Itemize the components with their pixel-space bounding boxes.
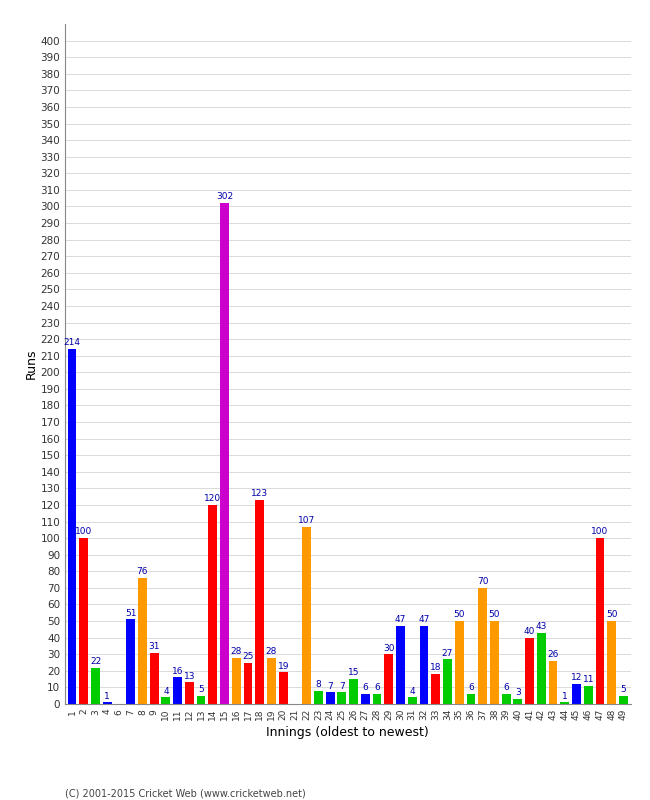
X-axis label: Innings (oldest to newest): Innings (oldest to newest) — [266, 726, 429, 739]
Text: 25: 25 — [242, 652, 254, 661]
Bar — [514, 699, 522, 704]
Bar — [91, 667, 100, 704]
Text: 22: 22 — [90, 657, 101, 666]
Bar — [79, 538, 88, 704]
Bar — [560, 702, 569, 704]
Text: (C) 2001-2015 Cricket Web (www.cricketweb.net): (C) 2001-2015 Cricket Web (www.cricketwe… — [65, 788, 306, 798]
Text: 3: 3 — [515, 688, 521, 698]
Text: 15: 15 — [348, 669, 359, 678]
Text: 100: 100 — [592, 527, 608, 537]
Bar — [220, 203, 229, 704]
Text: 6: 6 — [468, 683, 474, 692]
Bar — [584, 686, 593, 704]
Bar — [150, 653, 159, 704]
Bar — [314, 690, 323, 704]
Bar — [502, 694, 510, 704]
Text: 8: 8 — [315, 680, 321, 689]
Text: 40: 40 — [524, 627, 536, 636]
Text: 16: 16 — [172, 667, 183, 676]
Text: 107: 107 — [298, 516, 315, 525]
Bar — [68, 349, 77, 704]
Bar — [478, 588, 487, 704]
Text: 120: 120 — [204, 494, 222, 503]
Text: 18: 18 — [430, 663, 441, 673]
Text: 50: 50 — [606, 610, 618, 619]
Text: 5: 5 — [198, 685, 204, 694]
Bar — [467, 694, 475, 704]
Text: 12: 12 — [571, 674, 582, 682]
Bar — [337, 692, 346, 704]
Bar — [185, 682, 194, 704]
Text: 30: 30 — [383, 643, 395, 653]
Text: 28: 28 — [231, 647, 242, 656]
Y-axis label: Runs: Runs — [25, 349, 38, 379]
Bar — [572, 684, 581, 704]
Bar — [267, 658, 276, 704]
Bar — [209, 505, 217, 704]
Bar — [302, 526, 311, 704]
Text: 7: 7 — [328, 682, 333, 690]
Text: 4: 4 — [163, 686, 169, 696]
Text: 7: 7 — [339, 682, 344, 690]
Text: 123: 123 — [251, 490, 268, 498]
Text: 28: 28 — [266, 647, 277, 656]
Text: 6: 6 — [363, 683, 368, 692]
Text: 19: 19 — [278, 662, 289, 671]
Text: 26: 26 — [547, 650, 559, 659]
Bar — [396, 626, 405, 704]
Bar — [443, 659, 452, 704]
Bar — [244, 662, 252, 704]
Text: 51: 51 — [125, 609, 136, 618]
Text: 50: 50 — [489, 610, 500, 619]
Text: 76: 76 — [136, 567, 148, 576]
Bar — [619, 696, 628, 704]
Bar — [255, 500, 264, 704]
Bar — [197, 696, 205, 704]
Text: 70: 70 — [477, 578, 488, 586]
Text: 4: 4 — [410, 686, 415, 696]
Bar — [372, 694, 382, 704]
Bar — [161, 698, 170, 704]
Text: 47: 47 — [419, 615, 430, 624]
Bar — [103, 702, 112, 704]
Text: 100: 100 — [75, 527, 92, 537]
Bar — [525, 638, 534, 704]
Bar — [537, 633, 546, 704]
Text: 1: 1 — [562, 692, 567, 701]
Bar — [349, 679, 358, 704]
Bar — [455, 621, 463, 704]
Bar — [361, 694, 370, 704]
Bar — [595, 538, 604, 704]
Text: 214: 214 — [64, 338, 81, 347]
Text: 302: 302 — [216, 193, 233, 202]
Text: 6: 6 — [503, 683, 509, 692]
Text: 27: 27 — [442, 649, 453, 658]
Bar — [432, 674, 440, 704]
Text: 1: 1 — [105, 692, 110, 701]
Bar — [279, 673, 287, 704]
Text: 43: 43 — [536, 622, 547, 631]
Text: 31: 31 — [148, 642, 160, 651]
Bar — [549, 661, 558, 704]
Bar — [174, 678, 182, 704]
Bar — [384, 654, 393, 704]
Bar — [420, 626, 428, 704]
Bar — [326, 692, 335, 704]
Text: 5: 5 — [621, 685, 627, 694]
Text: 6: 6 — [374, 683, 380, 692]
Bar — [408, 698, 417, 704]
Bar — [232, 658, 240, 704]
Text: 50: 50 — [454, 610, 465, 619]
Text: 47: 47 — [395, 615, 406, 624]
Bar — [490, 621, 499, 704]
Bar — [138, 578, 147, 704]
Bar — [607, 621, 616, 704]
Bar — [126, 619, 135, 704]
Text: 11: 11 — [582, 675, 594, 684]
Text: 13: 13 — [183, 672, 195, 681]
